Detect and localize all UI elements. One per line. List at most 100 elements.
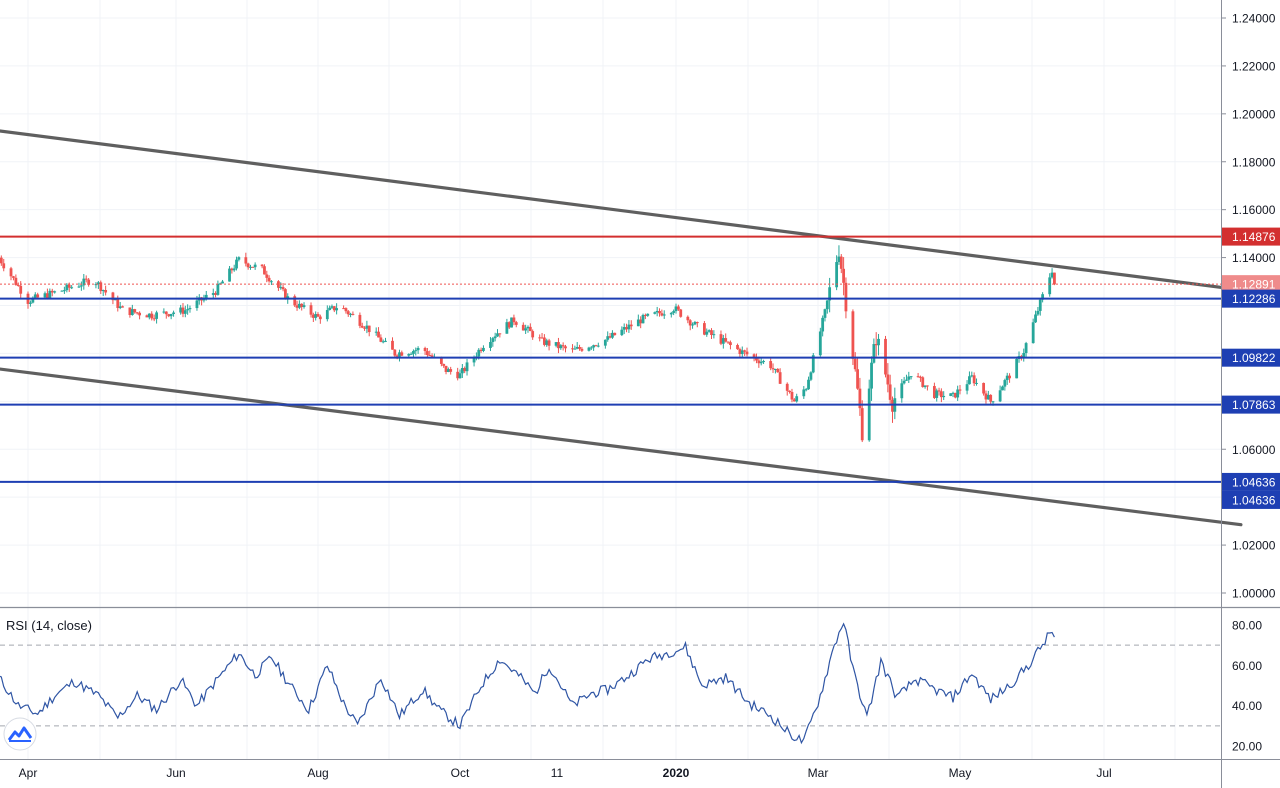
candle-body[interactable] [19,285,23,294]
candle-body[interactable] [302,305,306,307]
candle-body[interactable] [795,396,799,402]
tradingview-logo-icon[interactable] [3,717,37,751]
candle-body[interactable] [379,337,383,342]
candle-body[interactable] [316,314,320,317]
candle-body[interactable] [1050,272,1054,278]
candle-body[interactable] [625,327,628,330]
candle-body[interactable] [592,345,596,348]
candle-body[interactable] [705,331,709,335]
candle-body[interactable] [968,376,971,385]
candle-body[interactable] [465,362,469,372]
candle-body[interactable] [629,324,633,327]
candle-body[interactable] [872,344,876,363]
candle-body[interactable] [183,310,187,314]
candle-body[interactable] [267,277,271,282]
candle-body[interactable] [547,340,551,346]
candle-body[interactable] [521,324,525,331]
candle-body[interactable] [970,375,974,377]
candle-body[interactable] [636,319,640,327]
candle-body[interactable] [244,257,248,264]
candle-body[interactable] [740,350,744,355]
candle-body[interactable] [0,257,3,264]
candle-body[interactable] [745,351,749,355]
candle-body[interactable] [121,306,125,308]
candle-body[interactable] [921,377,925,387]
candle-body[interactable] [851,311,855,359]
candle-body[interactable] [561,345,565,347]
candle-body[interactable] [181,307,185,314]
candle-body[interactable] [719,334,723,344]
candle-body[interactable] [951,392,955,394]
candle-body[interactable] [528,326,532,332]
candle-body[interactable] [821,317,825,332]
candle-body[interactable] [498,333,502,335]
candle-body[interactable] [606,336,610,340]
candle-body[interactable] [496,333,499,337]
candle-body[interactable] [853,358,857,370]
candle-body[interactable] [70,287,74,289]
candle-body[interactable] [888,384,892,400]
candle-body[interactable] [907,376,911,380]
candle-body[interactable] [349,313,352,315]
candle-body[interactable] [575,347,579,349]
candle-body[interactable] [407,354,411,356]
candle-body[interactable] [926,385,929,387]
candle-body[interactable] [972,375,976,384]
candle-body[interactable] [428,354,432,356]
candle-body[interactable] [50,290,54,293]
candle-body[interactable] [235,259,238,269]
candle-body[interactable] [1001,386,1004,391]
candle-body[interactable] [608,336,612,338]
candle-body[interactable] [479,349,483,351]
candle-body[interactable] [975,382,978,384]
candle-body[interactable] [891,399,894,412]
candle-body[interactable] [660,313,664,316]
candle-body[interactable] [147,313,151,318]
candle-body[interactable] [613,332,617,336]
candle-body[interactable] [423,347,427,352]
candle-body[interactable] [902,380,906,384]
candle-body[interactable] [342,308,346,310]
candle-body[interactable] [870,362,873,389]
candle-body[interactable] [691,324,694,326]
candle-body[interactable] [65,284,69,291]
candle-body[interactable] [919,376,922,378]
candle-body[interactable] [858,388,862,409]
candle-body[interactable] [14,277,18,285]
candle-body[interactable] [60,290,64,292]
candle-body[interactable] [937,390,941,392]
candle-body[interactable] [82,278,86,286]
candle-body[interactable] [932,386,936,398]
candle-body[interactable] [1048,277,1052,295]
candle-body[interactable] [542,337,546,345]
candle-body[interactable] [297,303,301,308]
candle-body[interactable] [169,313,173,317]
candle-body[interactable] [839,256,843,269]
candle-body[interactable] [916,376,920,378]
candle-body[interactable] [426,351,429,355]
candle-body[interactable] [48,290,52,299]
candle-body[interactable] [835,262,839,288]
candle-body[interactable] [923,385,927,387]
candle-body[interactable] [811,355,815,373]
candle-body[interactable] [458,373,462,379]
rsi-line[interactable] [0,622,1055,745]
candle-body[interactable] [214,293,217,295]
candle-body[interactable] [393,349,397,356]
candle-body[interactable] [953,392,957,398]
candle-body[interactable] [253,264,257,268]
candle-body[interactable] [414,350,418,352]
candle-body[interactable] [409,353,413,355]
candle-body[interactable] [905,379,908,381]
candle-body[interactable] [587,347,591,351]
candle-body[interactable] [281,287,285,290]
candle-body[interactable] [676,306,680,310]
candle-body[interactable] [844,282,848,312]
candle-body[interactable] [365,325,369,329]
candle-body[interactable] [463,368,467,372]
candle-body[interactable] [757,360,761,364]
candle-body[interactable] [87,279,91,285]
candle-body[interactable] [284,289,287,299]
candle-body[interactable] [377,331,380,338]
